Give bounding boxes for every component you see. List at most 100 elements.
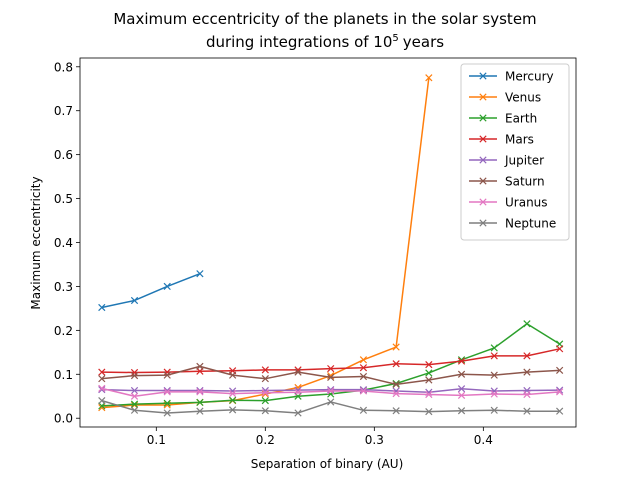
x-tick-label: 0.2 (256, 433, 275, 447)
data-point-saturn (196, 362, 204, 371)
data-point-venus (425, 74, 433, 82)
legend-label-jupiter: Jupiter (504, 154, 544, 168)
data-point-mars (425, 360, 433, 369)
chart-subtitle-text: during integrations of 10 (206, 33, 392, 51)
data-point-uranus (392, 389, 400, 398)
data-point-saturn (523, 368, 531, 376)
data-point-neptune (556, 407, 564, 415)
data-point-earth (130, 400, 139, 408)
data-point-earth (490, 344, 498, 352)
legend-label-neptune: Neptune (505, 217, 556, 231)
chart-title: Maximum eccentricity of the planets in t… (113, 10, 536, 28)
data-point-earth (228, 396, 237, 404)
x-tick-label: 0.3 (365, 433, 384, 447)
data-point-uranus (98, 384, 106, 392)
data-point-mercury (196, 270, 204, 278)
data-point-mars (392, 360, 400, 368)
chart-subtitle-suffix: years (403, 33, 444, 51)
data-point-uranus (294, 388, 302, 396)
data-point-jupiter (490, 387, 498, 395)
y-axis-label: Maximum eccentricity (29, 176, 43, 309)
data-point-earth (523, 320, 531, 328)
data-point-jupiter (457, 385, 466, 393)
axes-layer: 0.1 0.2 0.3 0.4 0.0 0.1 0.2 0.3 0.4 0.5 0.6 0.7 0.8 (54, 57, 577, 447)
data-point-neptune (359, 406, 368, 414)
series-mercury (98, 270, 204, 312)
data-point-uranus (327, 387, 335, 395)
data-point-uranus (523, 390, 531, 399)
x-tick-label: 0.4 (474, 433, 493, 447)
data-point-saturn (327, 373, 335, 381)
data-point-mars (98, 368, 106, 376)
legend-label-saturn: Saturn (505, 175, 545, 189)
data-point-earth (261, 397, 269, 405)
y-tick-label: 0.6 (54, 148, 73, 162)
y-tick-label: 0.5 (54, 192, 73, 206)
data-point-mars (261, 366, 269, 374)
legend-marker-mars (479, 135, 487, 143)
data-point-jupiter (98, 386, 106, 394)
legend-item-uranus: Uranus (469, 196, 548, 210)
chart-subtitle-exponent: 5 (392, 33, 398, 44)
legend-marker-mercury (479, 72, 487, 80)
data-point-saturn (130, 371, 139, 380)
series-saturn (98, 362, 564, 389)
data-point-venus (359, 356, 368, 364)
data-point-saturn (359, 372, 368, 381)
data-point-neptune (196, 407, 204, 415)
legend-item-venus: Venus (469, 91, 541, 105)
data-point-uranus (196, 388, 204, 396)
legend-label-venus: Venus (505, 91, 541, 105)
legend-marker-earth (479, 114, 487, 122)
data-point-neptune (457, 407, 466, 415)
data-point-mars (327, 364, 335, 373)
data-point-saturn (98, 375, 106, 383)
data-point-earth (425, 369, 433, 377)
data-point-saturn (294, 368, 302, 376)
data-point-neptune (392, 407, 400, 415)
data-point-neptune (327, 398, 335, 406)
data-point-neptune (523, 407, 531, 415)
data-point-neptune (163, 409, 171, 417)
data-point-earth (98, 402, 106, 410)
x-tick-label: 0.1 (147, 433, 166, 447)
legend-item-saturn: Saturn (469, 175, 545, 189)
data-point-saturn (228, 371, 237, 379)
legend-item-earth: Earth (469, 112, 537, 126)
data-point-mars (457, 357, 466, 365)
legend-marker-saturn (479, 177, 487, 185)
chart-subtitle: during integrations of 105 years (206, 33, 444, 51)
legend-label-mercury: Mercury (505, 70, 554, 84)
data-point-saturn (490, 371, 498, 379)
data-point-mars (556, 345, 564, 353)
series-line-venus (101, 77, 430, 409)
data-point-mercury (163, 282, 171, 291)
data-point-mars (130, 368, 139, 377)
y-tick-label: 0.1 (54, 368, 73, 382)
series-mars (98, 345, 564, 377)
data-point-mars (490, 352, 498, 360)
data-point-neptune (425, 408, 433, 416)
legend-marker-neptune (479, 219, 487, 227)
data-point-saturn (261, 375, 269, 383)
data-point-neptune (261, 407, 269, 415)
y-tick-label: 0.8 (54, 60, 73, 74)
legend-item-neptune: Neptune (469, 217, 556, 231)
data-point-earth (163, 399, 171, 407)
data-point-venus (130, 401, 139, 409)
data-point-uranus (556, 388, 564, 396)
data-point-saturn (163, 371, 171, 379)
data-point-earth (196, 398, 204, 407)
data-point-mercury (98, 303, 106, 312)
legend-label-earth: Earth (505, 112, 537, 126)
series-line-mercury (101, 272, 201, 309)
data-point-uranus (457, 391, 466, 399)
data-point-saturn (556, 366, 564, 374)
data-point-venus (392, 343, 400, 351)
data-point-neptune (490, 406, 498, 414)
data-point-neptune (130, 406, 139, 414)
y-tick-label: 0.7 (54, 104, 73, 118)
legend-marker-jupiter (479, 156, 487, 164)
series-neptune (98, 397, 564, 417)
